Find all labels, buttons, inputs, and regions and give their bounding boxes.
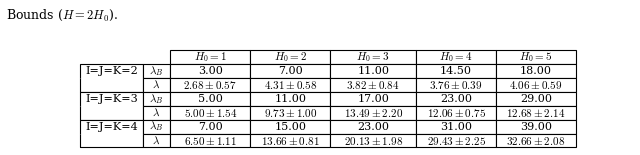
Text: Bounds ($H = 2H_0$).: Bounds ($H = 2H_0$). — [6, 8, 118, 23]
